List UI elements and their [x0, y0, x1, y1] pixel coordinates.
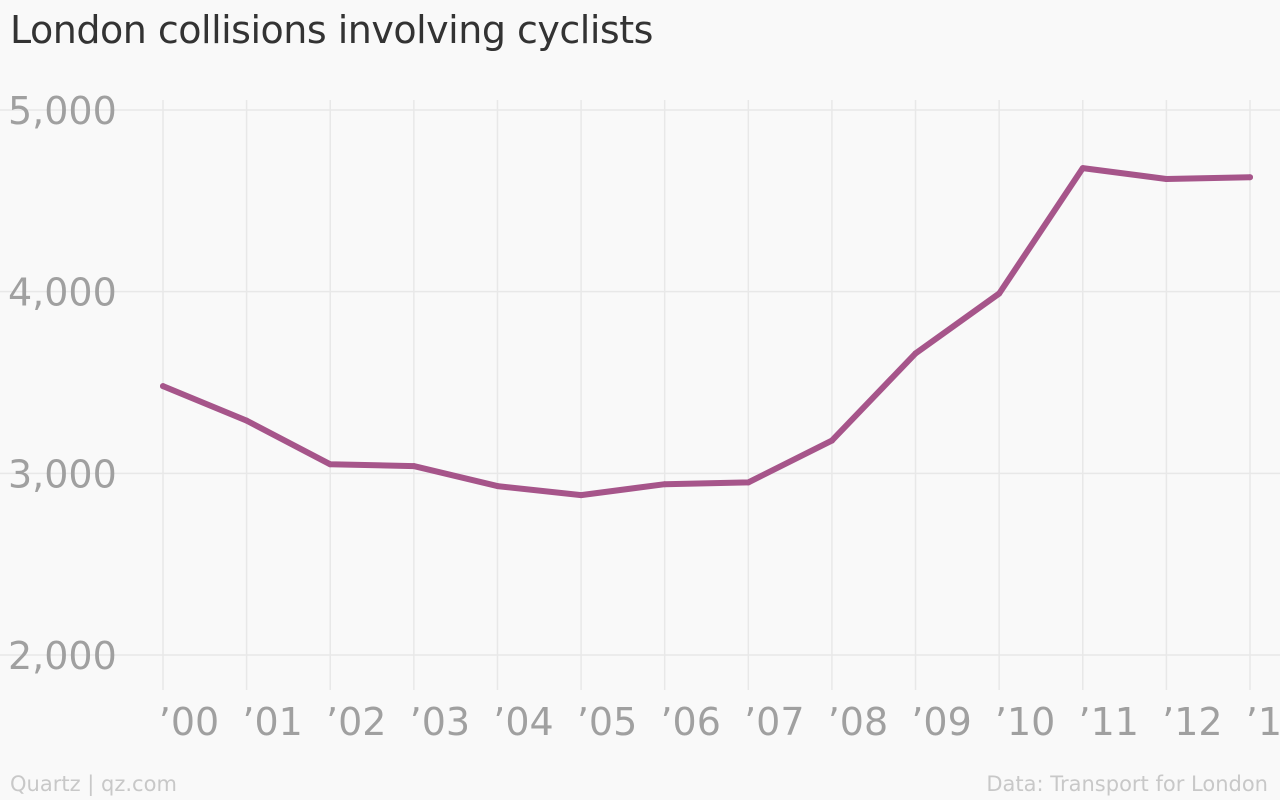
- x-tick-label: ’12: [1162, 700, 1222, 744]
- data-point: [661, 481, 668, 488]
- x-tick-label: ’02: [326, 700, 386, 744]
- x-tick-label: ’06: [660, 700, 720, 744]
- x-tick-label: ’01: [242, 700, 302, 744]
- data-point: [243, 417, 250, 424]
- data-point: [745, 479, 752, 486]
- x-tick-label: ’03: [410, 700, 470, 744]
- x-tick-label: ’00: [159, 700, 219, 744]
- x-tick-label: ’09: [911, 700, 971, 744]
- x-tick-label: ’04: [493, 700, 553, 744]
- gridlines: [0, 100, 1280, 690]
- chart-title: London collisions involving cyclists: [10, 8, 653, 52]
- data-point: [327, 461, 334, 468]
- y-tick-label: 4,000: [8, 271, 117, 315]
- y-tick-label: 5,000: [8, 89, 117, 133]
- data-point: [410, 463, 417, 470]
- footer-credit: Quartz | qz.com: [10, 772, 177, 796]
- y-axis-tick-labels: 2,000 3,000 4,000 5,000: [8, 89, 117, 678]
- y-tick-label: 3,000: [8, 452, 117, 496]
- footer-data-source: Data: Transport for London: [986, 772, 1268, 796]
- x-tick-label: ’08: [828, 700, 888, 744]
- data-point: [912, 350, 919, 357]
- data-point: [828, 437, 835, 444]
- x-tick-label: ’07: [744, 700, 804, 744]
- data-point: [1163, 176, 1170, 183]
- data-point: [996, 290, 1003, 297]
- data-point: [1247, 174, 1253, 181]
- x-tick-label: ’13: [1246, 700, 1280, 744]
- x-tick-label: ’11: [1079, 700, 1139, 744]
- series-line: [160, 165, 1253, 499]
- data-point: [160, 383, 166, 390]
- x-axis-tick-labels: ’00 ’01 ’02 ’03 ’04 ’05 ’06 ’07 ’08 ’09 ’10 ’11 ’12 ’…: [159, 700, 1280, 744]
- data-point: [1079, 165, 1086, 172]
- x-tick-label: ’05: [577, 700, 637, 744]
- x-tick-label: ’10: [995, 700, 1055, 744]
- y-tick-label: 2,000: [8, 634, 117, 678]
- series-layer: [160, 165, 1253, 499]
- data-point: [494, 483, 501, 490]
- data-point: [578, 492, 585, 499]
